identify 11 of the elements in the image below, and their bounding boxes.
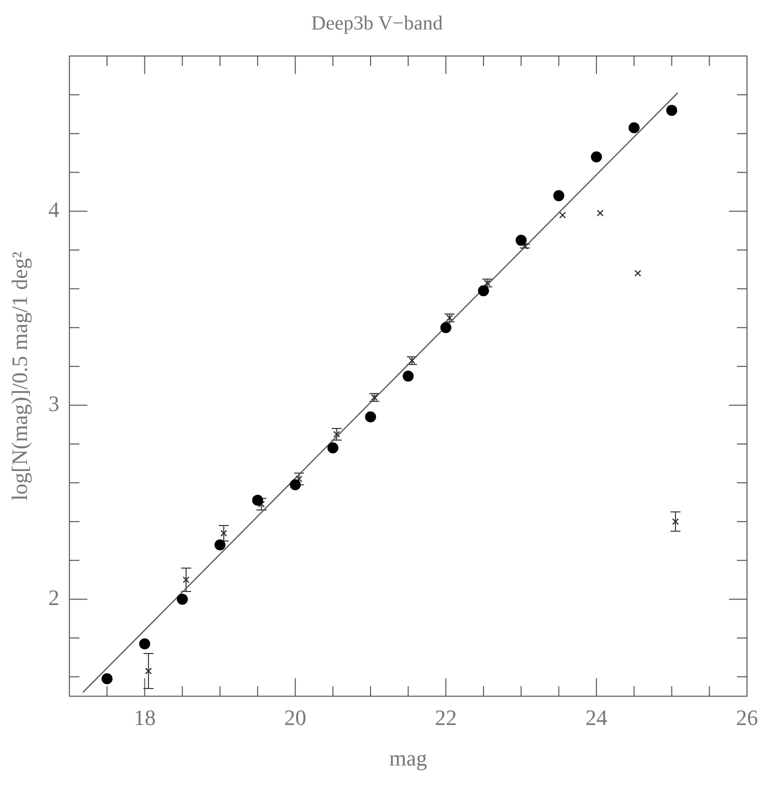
x-axis-title: mag [389, 746, 428, 771]
y-axis-title: log[N(mag)]/0.5 mag/1 deg² [6, 251, 32, 501]
x-tick-label: 26 [736, 705, 758, 730]
y-tick-label: 3 [48, 390, 60, 416]
y-tick-label: 4 [48, 196, 60, 222]
x-tick-label: 18 [134, 705, 156, 730]
y-tick-label: 2 [48, 584, 60, 610]
chart-title: Deep3b V−band [311, 12, 443, 34]
x-tick-label: 24 [585, 705, 608, 730]
x-tick-label: 20 [284, 705, 306, 730]
x-tick-label: 22 [434, 705, 457, 730]
